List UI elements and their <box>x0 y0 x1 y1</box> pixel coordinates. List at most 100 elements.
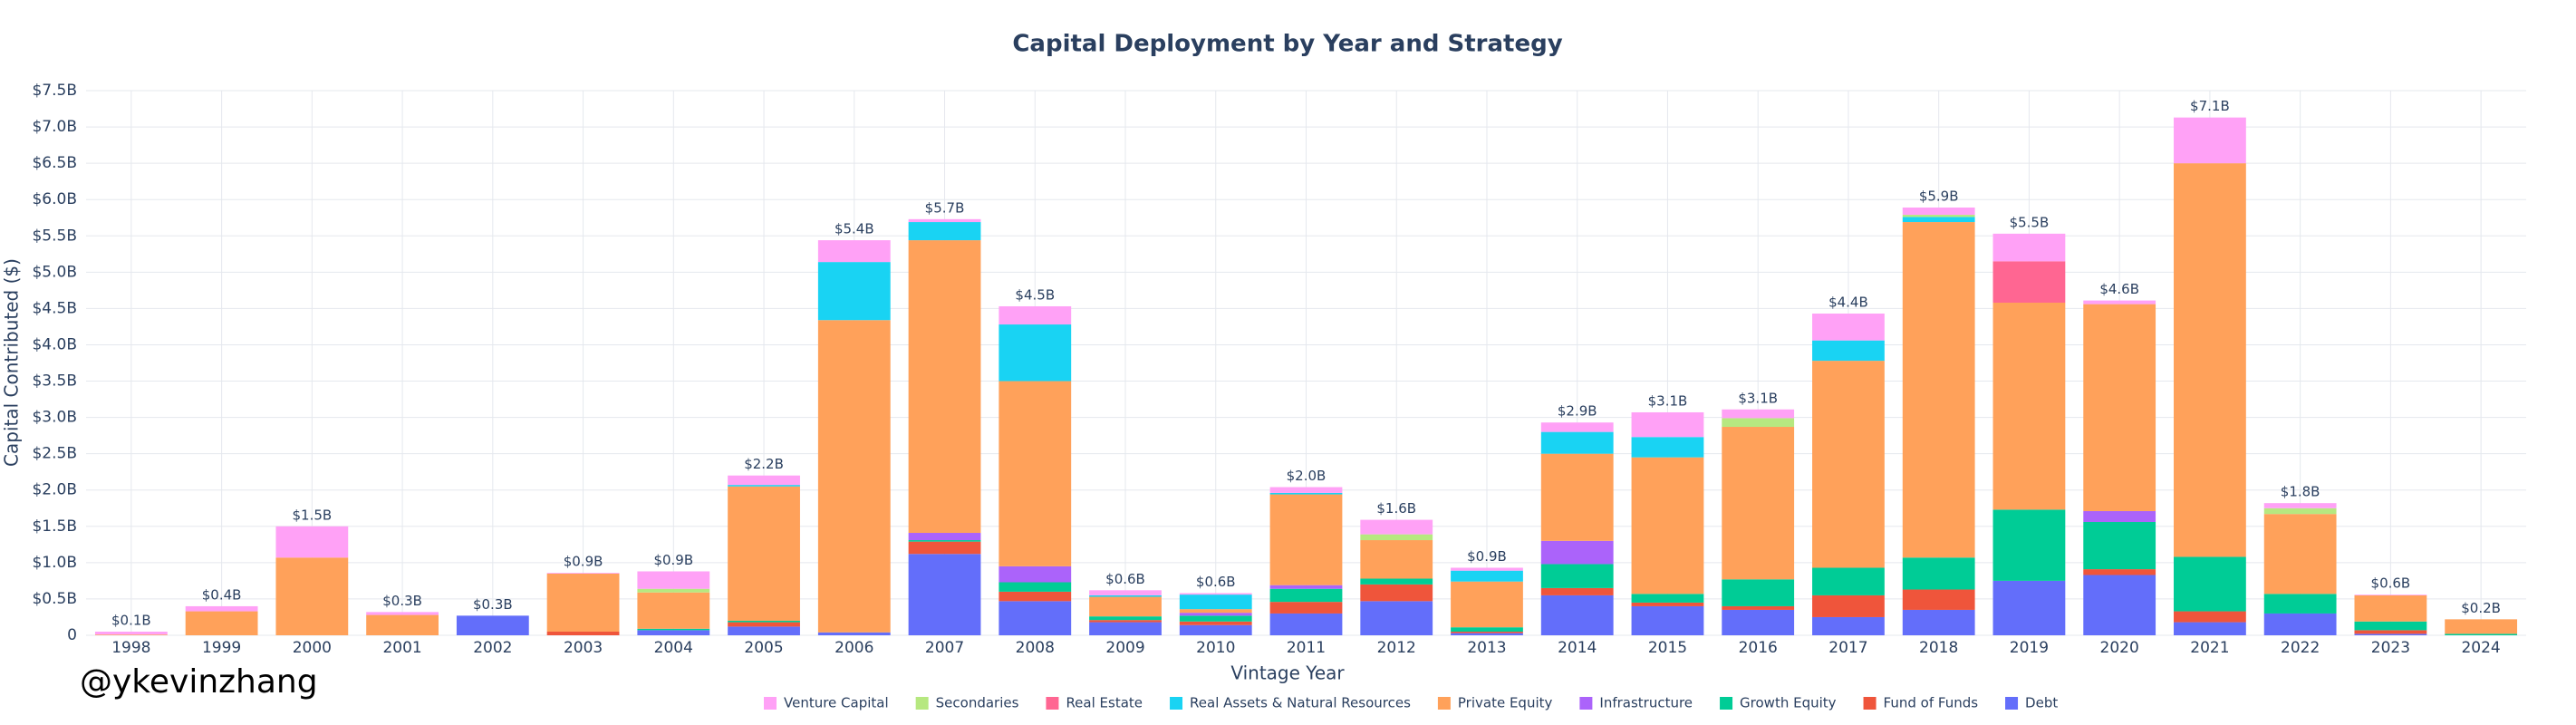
y-tick-label: $6.0B <box>32 190 77 208</box>
bar-segment <box>817 240 891 263</box>
total-label: $0.6B <box>2371 575 2411 592</box>
legend-label: Secondaries <box>936 695 1019 711</box>
bar-segment <box>94 631 168 635</box>
bar-segment <box>817 632 891 635</box>
bar-segment <box>1089 620 1162 623</box>
y-tick-label: $2.0B <box>32 481 77 499</box>
x-tick-label: 2012 <box>1377 639 1416 657</box>
bar-segment <box>2083 521 2156 570</box>
x-tick-label: 2024 <box>2461 639 2500 657</box>
bar-segment <box>1179 615 1252 622</box>
legend-swatch <box>764 697 777 710</box>
x-tick-label: 2018 <box>1919 639 1958 657</box>
bar-segment <box>1451 570 1523 582</box>
total-label: $0.6B <box>1196 574 1236 590</box>
bar-segment <box>908 541 981 555</box>
bar-segment <box>1451 627 1523 632</box>
bar-segment <box>1722 605 1795 610</box>
bar-segment <box>1540 564 1614 588</box>
bar-segment <box>1089 616 1162 621</box>
y-tick-label: $3.0B <box>32 409 77 427</box>
bar-segment <box>2354 621 2427 631</box>
x-tick-label: 2011 <box>1287 639 1326 657</box>
bar-segment <box>2174 622 2246 635</box>
total-label: $0.6B <box>1105 571 1145 587</box>
x-tick-label: 1999 <box>202 639 241 657</box>
x-tick-label: 2001 <box>382 639 421 657</box>
bar-segment <box>456 615 529 635</box>
bar-segment <box>2354 594 2427 622</box>
bar-segment <box>1902 222 1975 558</box>
bar-segment <box>1089 594 1162 597</box>
bar-segment <box>1992 233 2066 262</box>
bar-segment <box>1360 601 1433 635</box>
x-tick-label: 2008 <box>1016 639 1055 657</box>
x-tick-label: 2017 <box>1828 639 1867 657</box>
bar-segment <box>999 591 1072 602</box>
bar-segment <box>1812 340 1885 362</box>
bar-segment <box>1360 534 1433 541</box>
legend-swatch <box>1720 697 1733 710</box>
bar-segment <box>2354 630 2427 634</box>
bar-segment <box>1992 302 2066 510</box>
bar-segment <box>546 573 620 574</box>
x-tick-label: 2010 <box>1196 639 1235 657</box>
bar-segment <box>1540 594 1614 635</box>
bar-segment <box>275 557 349 635</box>
bar-segment <box>1631 602 1704 606</box>
bar-segment <box>2354 633 2427 635</box>
x-tick-label: 2004 <box>654 639 693 657</box>
legend-label: Growth Equity <box>1740 695 1837 711</box>
chart-title: Capital Deployment by Year and Strategy <box>1012 31 1562 58</box>
bar-segment <box>2445 633 2518 635</box>
x-tick-label: 2007 <box>925 639 964 657</box>
bar-segment <box>1540 431 1614 454</box>
y-tick-label: $1.5B <box>32 517 77 536</box>
bar-segment <box>999 381 1072 566</box>
legend-label: Real Assets & Natural Resources <box>1190 695 1411 711</box>
bar-segment <box>1360 578 1433 585</box>
total-label: $0.9B <box>1467 548 1507 565</box>
bar-segment <box>1992 580 2066 635</box>
bar-segment <box>999 601 1072 635</box>
x-tick-label: 2000 <box>293 639 332 657</box>
bar-segment <box>2083 304 2156 511</box>
bar-segment <box>1631 605 1704 635</box>
bar-segment <box>1451 631 1523 633</box>
bar-segment <box>94 634 168 635</box>
bar-segment <box>728 485 800 487</box>
bar-segment <box>728 486 800 621</box>
legend-swatch <box>1170 697 1183 710</box>
total-label: $5.9B <box>1919 188 1959 205</box>
x-tick-label: 2020 <box>2100 639 2139 657</box>
bar-segment <box>1902 217 1975 223</box>
legend-label: Infrastructure <box>1599 695 1693 711</box>
bar-segment <box>1269 487 1343 493</box>
total-label: $3.1B <box>1648 392 1688 409</box>
legend-label: Fund of Funds <box>1884 695 1979 711</box>
bar-segment <box>999 582 1072 592</box>
y-tick-label: $3.5B <box>32 372 77 391</box>
bar-segment <box>1722 579 1795 606</box>
bar-segment <box>2263 613 2337 635</box>
bar-segment <box>999 566 1072 583</box>
legend-swatch <box>1863 697 1877 710</box>
bar-segment <box>1812 616 1885 635</box>
x-tick-label: 2002 <box>473 639 512 657</box>
total-label: $0.3B <box>382 593 422 609</box>
bar-segment <box>546 573 620 632</box>
total-label: $0.9B <box>564 554 603 570</box>
bar-segment <box>275 526 349 558</box>
bar-segment <box>999 305 1072 325</box>
legend-label: Real Estate <box>1066 695 1143 711</box>
total-label: $5.7B <box>925 199 965 216</box>
y-tick-label: $5.5B <box>32 227 77 245</box>
total-label: $5.4B <box>835 221 874 237</box>
y-tick-label: $7.5B <box>32 82 77 100</box>
bar-segment <box>637 588 710 593</box>
y-tick-label: $6.5B <box>32 154 77 172</box>
bar-segment <box>1722 609 1795 635</box>
bar-segment <box>2174 611 2246 623</box>
x-tick-label: 2005 <box>744 639 783 657</box>
bar-segment <box>1812 361 1885 568</box>
